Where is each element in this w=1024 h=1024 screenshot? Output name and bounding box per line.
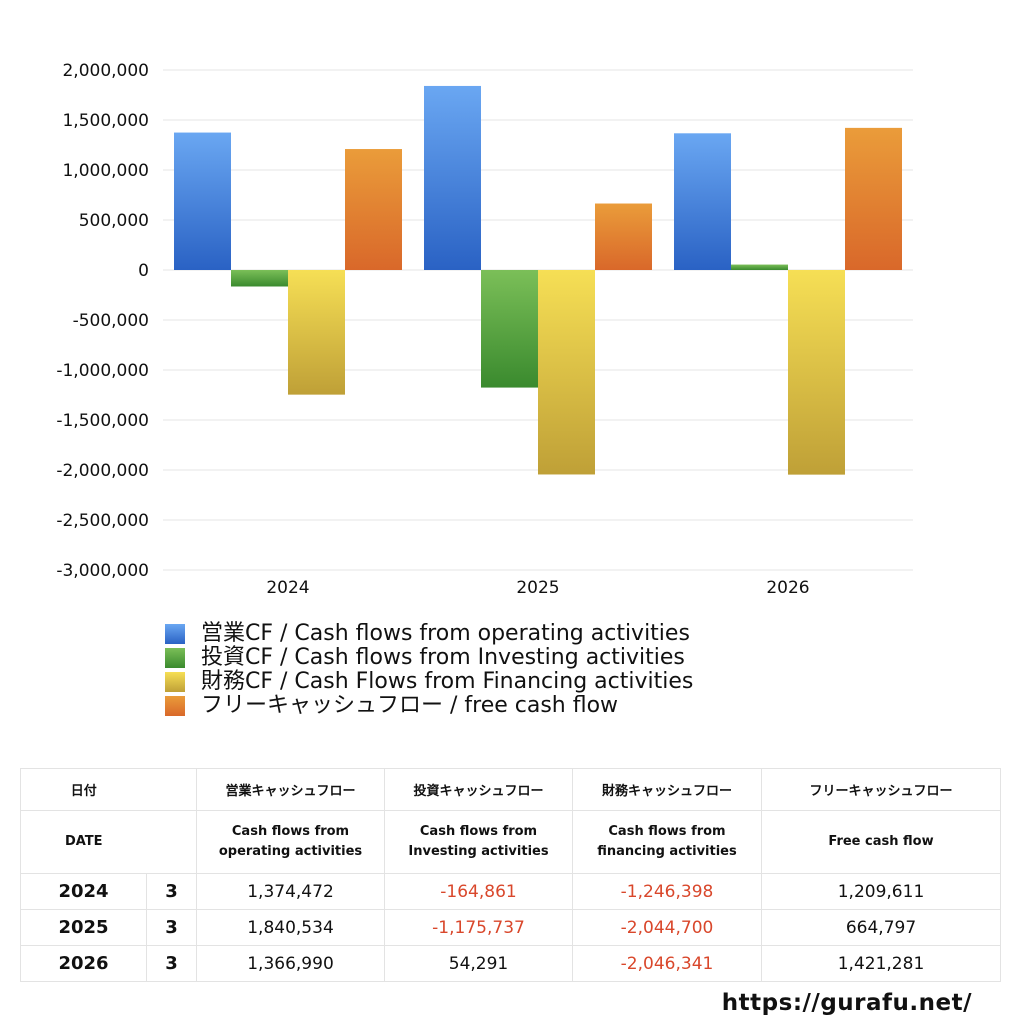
bar-investing-2024 <box>231 270 288 287</box>
row-month: 3 <box>146 873 197 910</box>
y-tick-label: 1,000,000 <box>62 161 149 181</box>
bar-financing-2024 <box>288 270 345 395</box>
header-investing-en: Cash flows from Investing activities <box>384 810 573 874</box>
header-operating-en-line2: operating activities <box>218 844 363 859</box>
bar-operating-2024 <box>174 132 231 270</box>
bar-operating-2025 <box>424 85 481 271</box>
header-date-en: DATE <box>20 810 147 874</box>
x-category-label: 2024 <box>266 578 309 598</box>
bar-free-cash-flow-2024 <box>345 149 402 270</box>
y-tick-label: -2,000,000 <box>56 461 149 481</box>
y-axis-tick-labels: 2,000,000 1,500,000 1,000,000 500,000 0 -500,… <box>56 61 149 581</box>
header-operating-ja: 営業キャッシュフロー <box>196 768 385 811</box>
y-tick-label: -1,000,000 <box>56 361 149 381</box>
y-tick-label: 500,000 <box>79 211 149 231</box>
x-axis-category-labels: 2024 2025 2026 <box>266 578 809 598</box>
row-year: 2025 <box>20 909 147 946</box>
row-free: 1,421,281 <box>761 945 1001 982</box>
y-tick-label: -1,500,000 <box>56 411 149 431</box>
header-investing-ja: 投資キャッシュフロー <box>384 768 573 811</box>
row-month: 3 <box>146 945 197 982</box>
y-tick-label: -3,000,000 <box>56 561 149 581</box>
row-month: 3 <box>146 909 197 946</box>
table-header-japanese: 日付 営業キャッシュフロー 投資キャッシュフロー 財務キャッシュフロー フリーキ… <box>20 768 1001 811</box>
row-operating: 1,840,534 <box>196 909 385 946</box>
legend-item-free-cash-flow: フリーキャッシュフロー / free cash flow <box>165 694 693 718</box>
bar-investing-2025 <box>481 270 538 388</box>
header-operating-en-line1: Cash flows from <box>231 824 350 839</box>
row-investing: 54,291 <box>384 945 573 982</box>
cash-flow-table: 日付 営業キャッシュフロー 投資キャッシュフロー 財務キャッシュフロー フリーキ… <box>20 768 1001 982</box>
row-financing: -2,044,700 <box>572 909 762 946</box>
y-tick-label: -2,500,000 <box>56 511 149 531</box>
site-url: https://gurafu.net/ <box>721 990 972 1016</box>
legend-swatch-investing <box>165 648 185 668</box>
y-tick-label: 2,000,000 <box>62 61 149 81</box>
row-year: 2024 <box>20 873 147 910</box>
header-investing-en-line1: Cash flows from <box>419 824 538 839</box>
row-financing: -2,046,341 <box>572 945 762 982</box>
header-financing-en-line1: Cash flows from <box>608 824 726 839</box>
header-free-ja: フリーキャッシュフロー <box>761 768 1001 811</box>
row-operating: 1,374,472 <box>196 873 385 910</box>
bar-financing-2026 <box>788 270 845 475</box>
header-investing-en-line2: Investing activities <box>408 844 549 859</box>
row-free: 1,209,611 <box>761 873 1001 910</box>
bar-free-cash-flow-2026 <box>845 127 902 270</box>
header-free-en: Free cash flow <box>761 810 1001 874</box>
legend-swatch-free-cash-flow <box>165 696 185 716</box>
table-row: 2024 3 1,374,472 -164,861 -1,246,398 1,2… <box>20 873 1001 910</box>
legend-label-investing: 投資CF / Cash flows from Investing activit… <box>201 645 685 670</box>
legend-item-operating: 営業CF / Cash flows from operating activit… <box>165 622 693 646</box>
legend-item-financing: 財務CF / Cash Flows from Financing activit… <box>165 670 693 694</box>
legend-label-operating: 営業CF / Cash flows from operating activit… <box>201 621 690 646</box>
legend-swatch-operating <box>165 624 185 644</box>
bar-investing-2026 <box>731 264 788 270</box>
bar-operating-2026 <box>674 133 731 270</box>
legend-item-investing: 投資CF / Cash flows from Investing activit… <box>165 646 693 670</box>
row-free: 664,797 <box>761 909 1001 946</box>
bars <box>174 85 902 475</box>
header-financing-en: Cash flows from financing activities <box>572 810 762 874</box>
row-financing: -1,246,398 <box>572 873 762 910</box>
bar-financing-2025 <box>538 270 595 475</box>
bar-free-cash-flow-2025 <box>595 203 652 270</box>
header-financing-en-line2: financing activities <box>597 844 737 859</box>
table-row: 2026 3 1,366,990 54,291 -2,046,341 1,421… <box>20 945 1001 982</box>
y-tick-label: 1,500,000 <box>62 111 149 131</box>
header-blank-en <box>146 810 197 874</box>
row-investing: -164,861 <box>384 873 573 910</box>
row-investing: -1,175,737 <box>384 909 573 946</box>
legend-label-financing: 財務CF / Cash Flows from Financing activit… <box>201 669 694 694</box>
cash-flow-bar-chart: 2,000,000 1,500,000 1,000,000 500,000 0 -500,… <box>56 61 913 598</box>
legend-swatch-financing <box>165 672 185 692</box>
x-category-label: 2026 <box>766 578 809 598</box>
header-operating-en: Cash flows from operating activities <box>196 810 385 874</box>
header-date-ja: 日付 <box>20 768 147 811</box>
y-tick-label: -500,000 <box>73 311 149 331</box>
legend-label-free-cash-flow: フリーキャッシュフロー / free cash flow <box>201 693 619 718</box>
y-tick-label: 0 <box>138 261 149 281</box>
row-operating: 1,366,990 <box>196 945 385 982</box>
header-blank <box>146 768 197 811</box>
table-header-english: DATE Cash flows from operating activities… <box>20 810 1001 874</box>
header-financing-ja: 財務キャッシュフロー <box>572 768 762 811</box>
chart-legend: 営業CF / Cash flows from operating activit… <box>165 622 693 718</box>
x-category-label: 2025 <box>516 578 559 598</box>
table-row: 2025 3 1,840,534 -1,175,737 -2,044,700 6… <box>20 909 1001 946</box>
row-year: 2026 <box>20 945 147 982</box>
